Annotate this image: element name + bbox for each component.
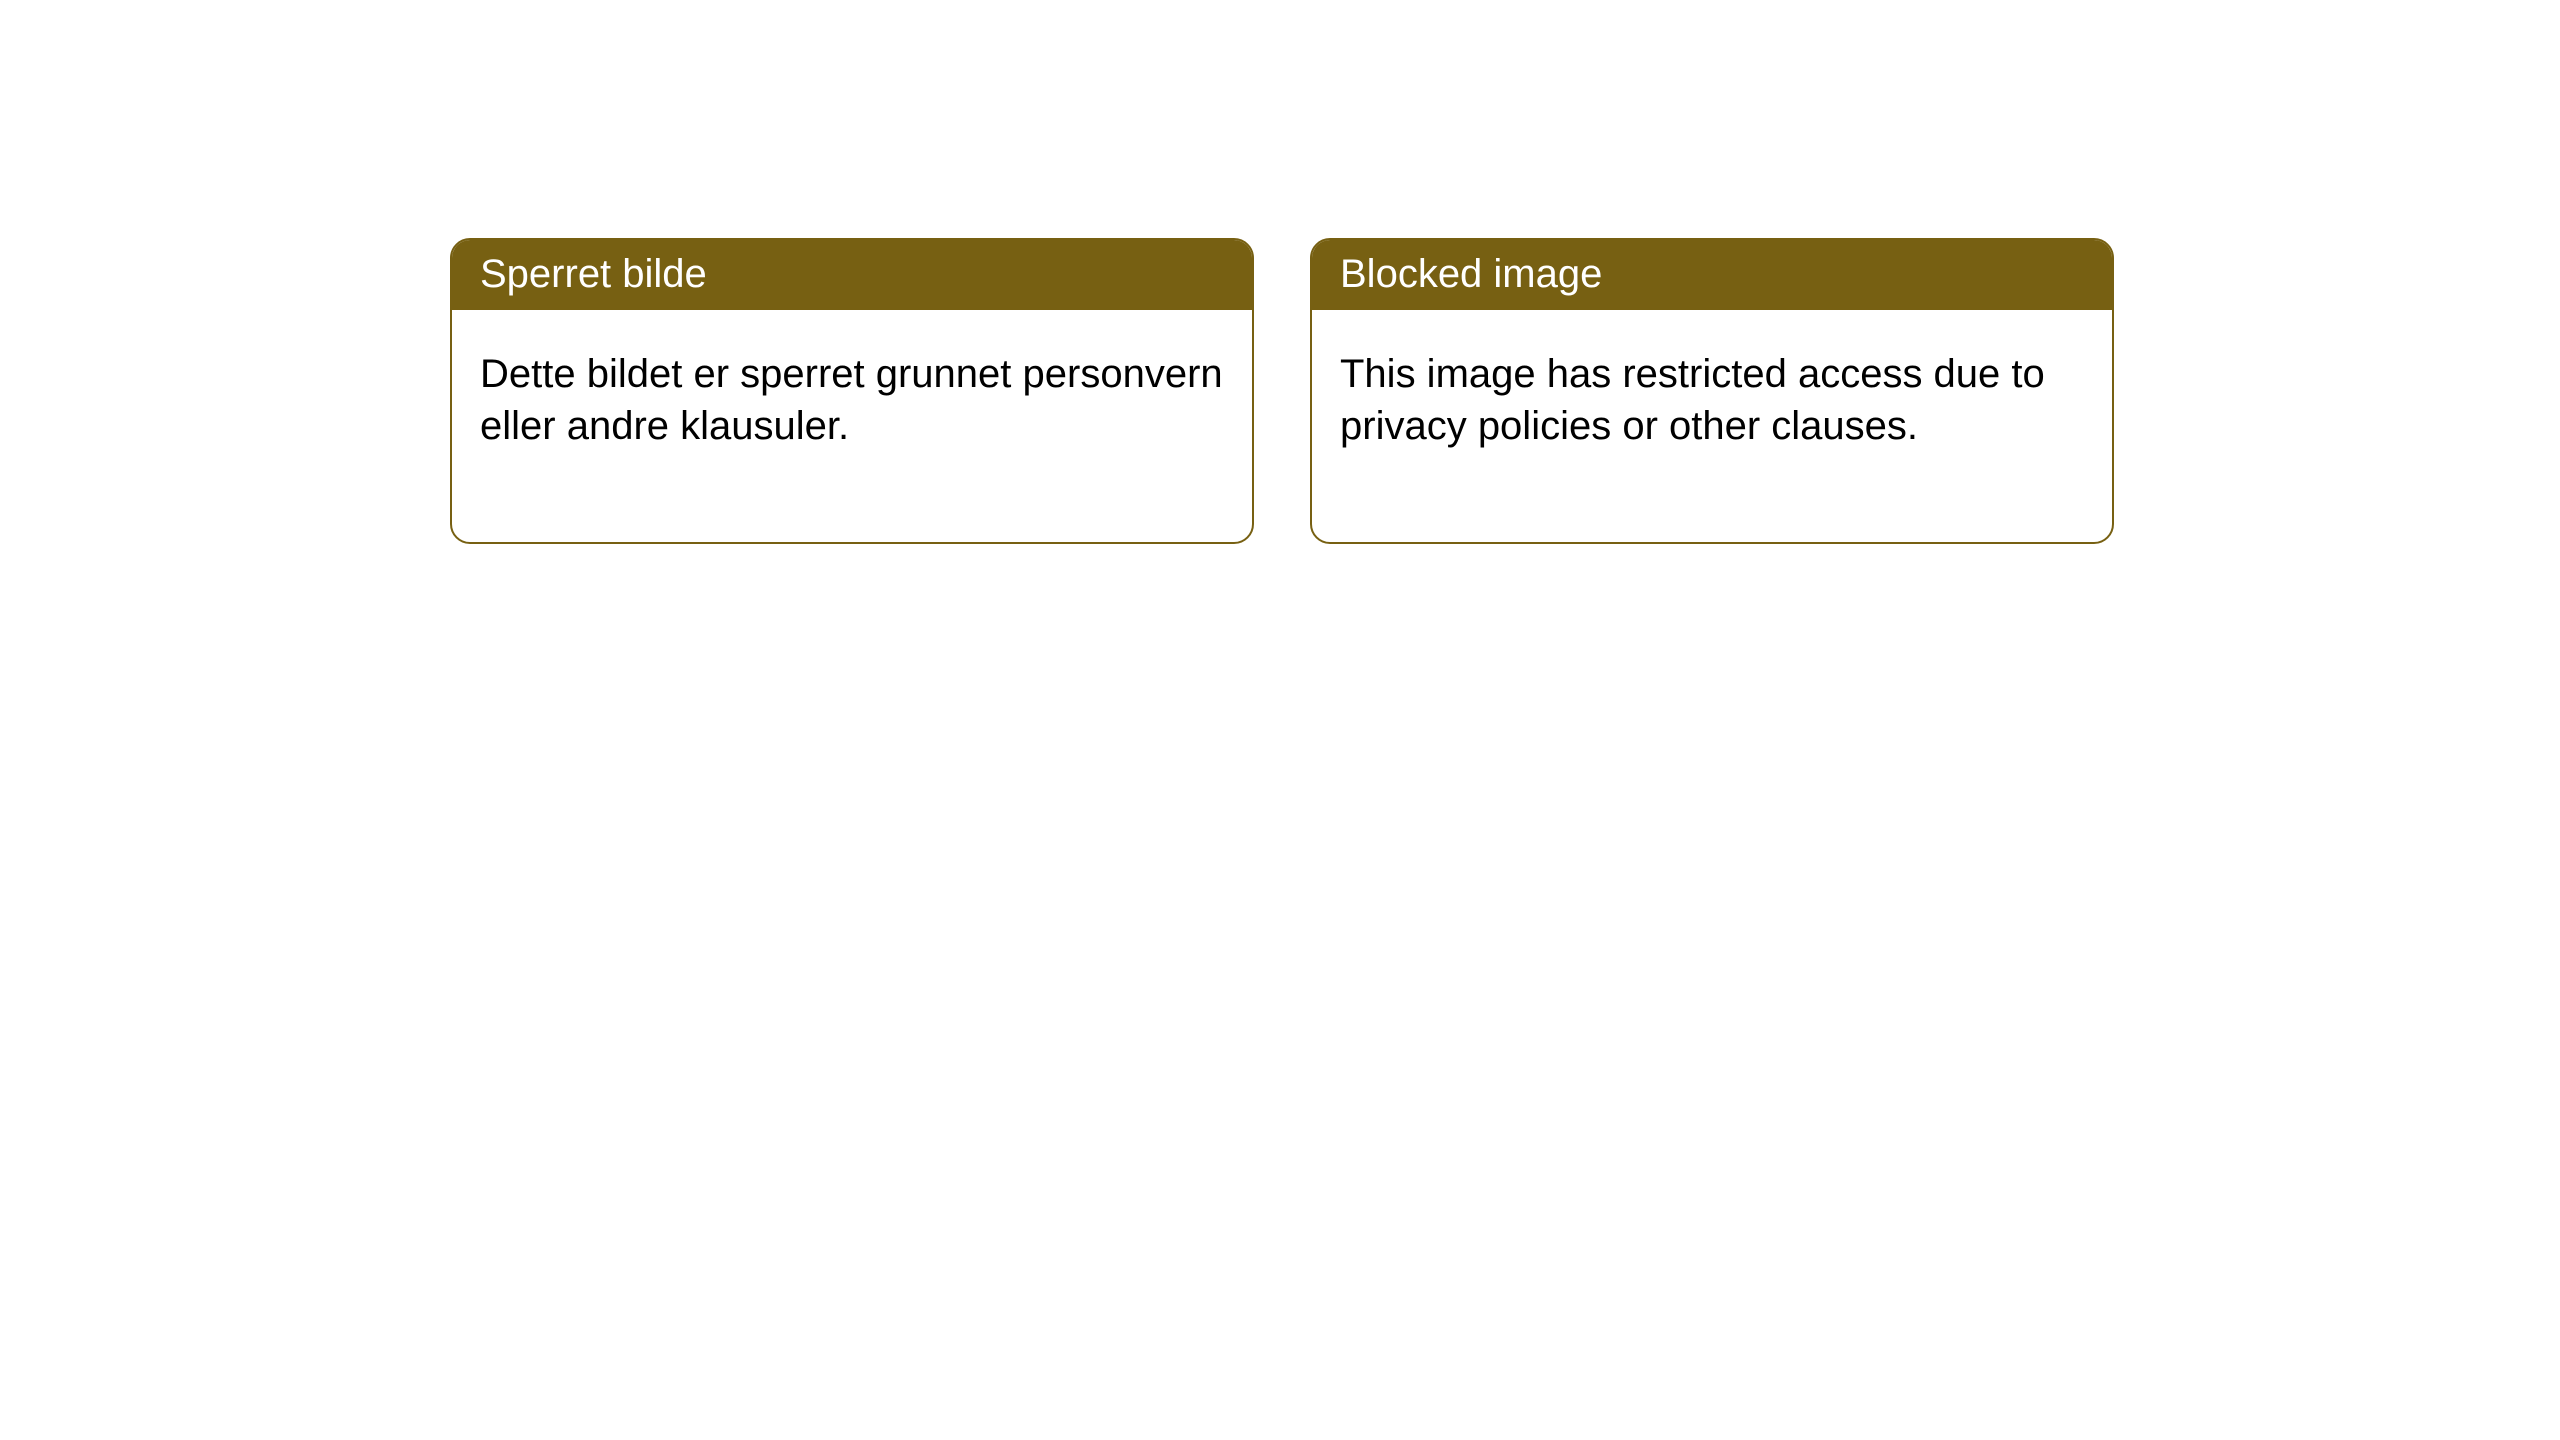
blocked-image-card-no: Sperret bilde Dette bildet er sperret gr… (450, 238, 1254, 544)
blocked-image-card-en: Blocked image This image has restricted … (1310, 238, 2114, 544)
card-body-no: Dette bildet er sperret grunnet personve… (452, 310, 1252, 542)
card-body-en: This image has restricted access due to … (1312, 310, 2112, 542)
cards-container: Sperret bilde Dette bildet er sperret gr… (0, 0, 2560, 544)
card-header-en: Blocked image (1312, 240, 2112, 310)
card-header-no: Sperret bilde (452, 240, 1252, 310)
